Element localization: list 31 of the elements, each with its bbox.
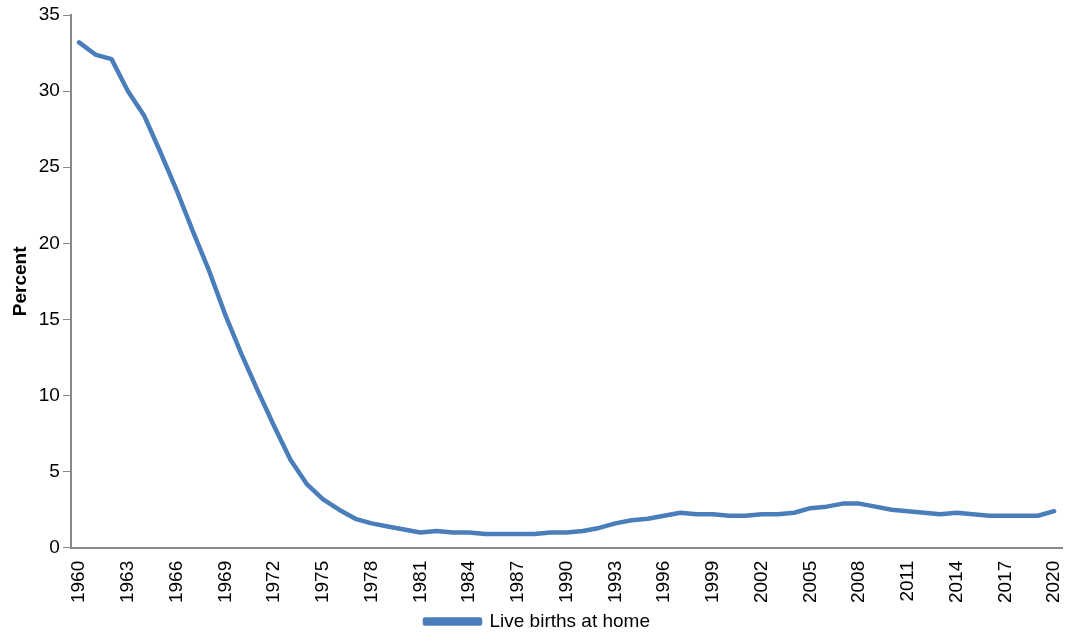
x-tick-label: 1981 xyxy=(408,560,430,604)
legend-label: Live births at home xyxy=(489,609,651,631)
y-tick-label: 25 xyxy=(38,155,60,177)
x-tick-label: 1987 xyxy=(506,560,528,604)
y-tick-label: 35 xyxy=(38,3,60,25)
x-tick-label: 2002 xyxy=(749,560,771,604)
x-tick-label: 1960 xyxy=(67,560,89,604)
x-tick-label: 2017 xyxy=(993,560,1015,604)
x-tick-label: 2005 xyxy=(798,560,820,604)
x-tick-label: 1993 xyxy=(603,560,625,604)
y-tick-label: 5 xyxy=(49,459,60,481)
y-axis-title: Percent xyxy=(8,245,30,317)
y-tick-label: 15 xyxy=(38,307,60,329)
x-tick-label: 1975 xyxy=(311,560,333,604)
y-tick-label: 30 xyxy=(38,79,60,101)
x-tick-label: 2020 xyxy=(1042,560,1064,604)
x-tick-label: 1978 xyxy=(359,560,381,604)
x-tick-label: 2014 xyxy=(944,560,966,604)
y-tick-label: 20 xyxy=(38,231,60,253)
y-tick-label: 10 xyxy=(38,383,60,405)
y-tick-label: 0 xyxy=(49,535,60,557)
x-tick-label: 1972 xyxy=(262,560,284,604)
x-tick-label: 1966 xyxy=(164,560,186,604)
x-tick-label: 1999 xyxy=(701,560,723,604)
x-tick-label: 1984 xyxy=(457,560,479,604)
x-tick-label: 1969 xyxy=(213,560,235,604)
x-tick-label: 1990 xyxy=(554,560,576,604)
x-tick-label: 2008 xyxy=(847,560,869,604)
x-tick-label: 1996 xyxy=(652,560,674,604)
x-tick-label: 2011 xyxy=(896,560,918,602)
x-tick-label: 1963 xyxy=(116,560,138,604)
